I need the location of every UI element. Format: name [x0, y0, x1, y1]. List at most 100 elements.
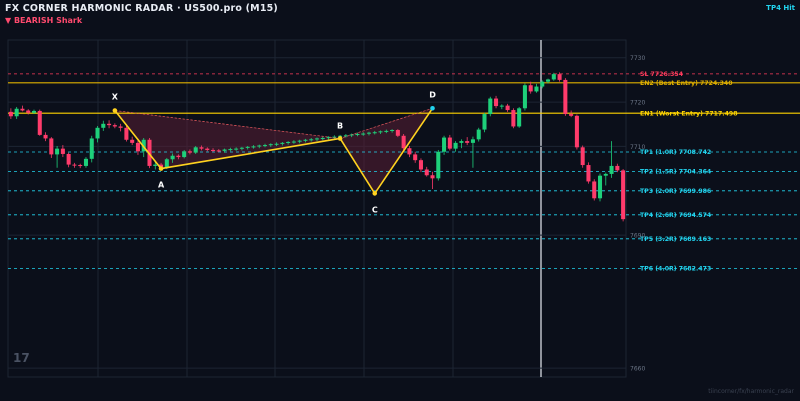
- pattern-point-d: [430, 105, 435, 111]
- candle-body: [60, 148, 65, 154]
- bullish-candle: [372, 130, 377, 135]
- candle-body: [413, 154, 418, 161]
- bearish-candle: [199, 145, 204, 151]
- candle-body: [124, 127, 129, 140]
- candle-body: [95, 127, 100, 139]
- candle-body: [234, 148, 239, 150]
- bullish-candle: [482, 112, 487, 133]
- price-level-label: TP4 (2.6R) 7694.574: [640, 212, 712, 219]
- bearish-candle: [20, 105, 25, 112]
- bullish-candle: [257, 144, 262, 149]
- y-tick-label: 7660: [630, 366, 645, 373]
- candle-body: [563, 79, 568, 115]
- candle-body: [286, 141, 291, 143]
- candle-body: [453, 142, 458, 149]
- bullish-candle: [95, 126, 100, 143]
- bearish-candle: [66, 152, 71, 168]
- candle-body: [228, 149, 233, 151]
- candle-body: [251, 146, 256, 148]
- bearish-candle: [586, 162, 591, 184]
- bearish-candle: [211, 148, 216, 152]
- candle-body: [72, 164, 77, 166]
- bearish-candle: [494, 95, 499, 109]
- candle-body: [239, 147, 244, 149]
- bullish-candle: [546, 78, 551, 84]
- candle-body: [459, 141, 464, 143]
- candle-body: [112, 125, 117, 127]
- candle-body: [355, 134, 360, 136]
- candle-body: [517, 108, 522, 127]
- candle-body: [580, 147, 585, 166]
- bearish-candle: [107, 120, 112, 129]
- bullish-candle: [222, 148, 227, 153]
- candle-body: [465, 141, 470, 143]
- plot-border: [7, 39, 627, 378]
- price-level-label: TP6 (4.0R) 7682.473: [640, 266, 711, 273]
- y-tick-label: 7710: [630, 144, 645, 151]
- bullish-candle: [355, 132, 360, 137]
- bearish-candle: [187, 149, 192, 155]
- bullish-candle: [551, 72, 556, 81]
- candle-body: [569, 114, 574, 116]
- candle-body: [494, 98, 499, 107]
- bearish-candle: [413, 151, 418, 163]
- price-level-label: EN2 (Best Entry) 7724.340: [640, 80, 733, 87]
- bearish-candle: [130, 136, 135, 146]
- bullish-candle: [378, 130, 383, 135]
- candle-body: [43, 134, 48, 139]
- bullish-candle: [326, 136, 331, 140]
- candle-body: [262, 145, 268, 147]
- bullish-candle: [517, 106, 522, 128]
- bullish-candle: [597, 173, 603, 202]
- candle-body: [320, 137, 325, 139]
- candle-body: [407, 148, 412, 155]
- bullish-candle: [170, 153, 175, 163]
- bullish-candle: [384, 129, 389, 134]
- candle-body: [170, 155, 175, 160]
- candle-body: [621, 170, 626, 220]
- harmonic-pattern: X A B C D: [112, 90, 436, 214]
- candle-body: [291, 141, 296, 143]
- candle-body: [66, 153, 71, 165]
- bearish-candle: [621, 169, 626, 222]
- candle-body: [488, 98, 493, 115]
- y-tick-label: 7720: [630, 100, 645, 107]
- candle-body: [586, 165, 591, 182]
- bearish-candle: [447, 134, 452, 151]
- candle-body: [257, 145, 262, 147]
- bearish-candle: [424, 166, 429, 177]
- pattern-bd-guide: [340, 108, 433, 139]
- candle-body: [159, 164, 164, 168]
- bearish-candle: [135, 140, 140, 155]
- candle-body: [482, 114, 487, 130]
- bullish-candle: [303, 138, 308, 143]
- pattern-direction-label: ▼ BEARISH Shark: [5, 16, 83, 25]
- bullish-candle: [55, 145, 60, 168]
- bullish-candle: [291, 140, 296, 144]
- candle-body: [176, 155, 181, 158]
- bullish-candle: [280, 141, 285, 146]
- candle-body: [395, 130, 400, 136]
- bullish-candle: [332, 135, 337, 139]
- bullish-candle: [182, 149, 187, 159]
- candle-body: [280, 142, 285, 144]
- candle-body: [199, 147, 204, 149]
- pattern-xb-guide: [114, 110, 341, 139]
- bearish-candle: [580, 145, 585, 168]
- candle-body: [332, 136, 337, 138]
- bearish-candle: [118, 123, 123, 132]
- candle-body: [470, 139, 475, 143]
- pattern-point-a: [158, 166, 164, 171]
- candle-body: [372, 132, 377, 134]
- candle-body: [314, 138, 320, 140]
- bullish-candle: [193, 145, 198, 154]
- bearish-candle: [205, 147, 210, 152]
- candle-body: [303, 139, 308, 141]
- candle-body: [187, 151, 192, 153]
- bearish-candle: [395, 129, 400, 138]
- bullish-candle: [442, 135, 447, 155]
- bearish-candle: [216, 149, 221, 153]
- bearish-candle: [176, 154, 181, 160]
- pattern-triangle: [339, 107, 434, 195]
